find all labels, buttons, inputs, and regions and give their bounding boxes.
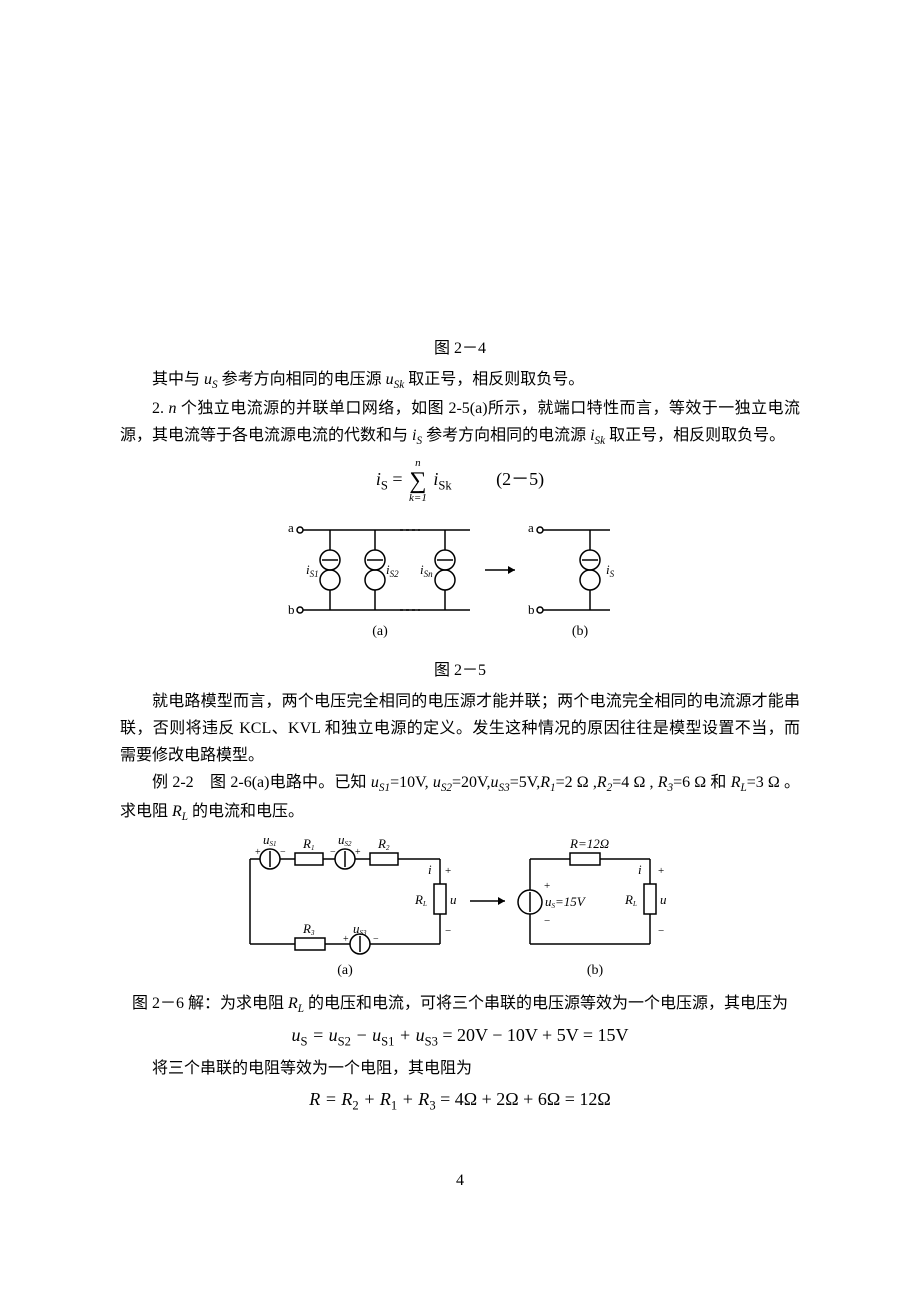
text: 其中与 [152,371,204,388]
svg-text:−: − [445,925,451,937]
page-number: 4 [0,1172,920,1190]
svg-text:RL: RL [414,892,427,908]
fig-2-4-caption: 图 2－4 [120,334,800,358]
svg-text:a: a [528,520,534,535]
equation-us: uS = uS2 − uS1 + uS3 = 20V − 10V + 5V = … [120,1025,800,1050]
svg-text:R3: R3 [302,921,315,937]
svg-text:iS: iS [606,562,615,579]
svg-text:b: b [288,602,295,617]
svg-text:iSn: iSn [420,562,433,579]
svg-text:uS=15V: uS=15V [545,894,587,910]
svg-text:u: u [450,892,457,907]
text: 取正号，相反则取负号。 [404,371,584,388]
equation-r: R = R2 + R1 + R3 = 4Ω + 2Ω + 6Ω = 12Ω [120,1089,800,1114]
svg-text:R1: R1 [302,836,314,852]
var-is: iS [412,427,422,444]
svg-text:+: + [445,865,451,877]
svg-text:uS2: uS2 [338,834,352,848]
text: 参考方向相同的电流源 [422,427,590,444]
svg-text:(a): (a) [337,963,353,978]
paragraph-3: 就电路模型而言，两个电压完全相同的电压源才能并联；两个电流完全相同的电流源才能串… [120,688,800,770]
svg-text:−: − [330,847,336,858]
paragraph-2: 2. n 个独立电流源的并联单口网络，如图 2-5(a)所示，就端口特性而言，等… [120,395,800,451]
svg-text:iS1: iS1 [306,562,319,579]
svg-text:+: + [255,847,261,858]
summation-icon: n ∑ k=1 [409,458,427,504]
svg-text:i: i [428,862,432,877]
svg-text:uS1: uS1 [263,834,277,848]
svg-text:u: u [660,892,667,907]
svg-text:i: i [638,862,642,877]
svg-text:−: − [373,934,379,945]
paragraph-5: 将三个串联的电阻等效为一个电阻，其电阻为 [120,1055,800,1082]
svg-text:(b): (b) [572,624,589,639]
example-2-2: 例 2-2 图 2-6(a)电路中。已知 uS1=10V, uS2=20V,uS… [120,769,800,827]
svg-text:+: + [544,880,550,892]
svg-text:R2: R2 [377,836,390,852]
svg-text:−: − [280,847,286,858]
svg-text:+: + [355,847,361,858]
text: 2. [152,400,168,417]
svg-text:uS3: uS3 [353,921,367,937]
svg-text:(b): (b) [587,963,604,978]
figure-2-5: a b a b iS1 iS2 iSn iS (a) (b) [280,510,640,650]
svg-text:(a): (a) [372,624,388,639]
svg-text:RL: RL [624,892,637,908]
text: 参考方向相同的电压源 [218,371,386,388]
svg-text:R=12Ω: R=12Ω [569,836,609,851]
var-usk: uSk [386,371,405,388]
paragraph-1: 其中与 uS 参考方向相同的电压源 uSk 取正号，相反则取负号。 [120,366,800,395]
figure-2-6: uS1 + − R1 uS2 − + R2 RL i + u − uS3 + −… [230,834,690,984]
fig-2-6-solution: 图 2－6 解：为求电阻 RL 的电压和电流，可将三个串联的电压源等效为一个电压… [120,990,800,1019]
svg-text:iS2: iS2 [386,562,399,579]
svg-text:+: + [658,865,664,877]
svg-text:b: b [528,602,535,617]
svg-text:+: + [343,934,349,945]
equation-2-5: iS = n ∑ k=1 iSk (2－5) [120,458,800,504]
svg-text:−: − [544,915,550,927]
fig-2-5-caption: 图 2－5 [120,656,800,680]
text: 取正号，相反则取负号。 [605,427,785,444]
var-isk: iSk [590,427,605,444]
var-us: uS [204,371,218,388]
svg-text:−: − [658,925,664,937]
svg-text:a: a [288,520,294,535]
equation-number: (2－5) [496,469,544,489]
